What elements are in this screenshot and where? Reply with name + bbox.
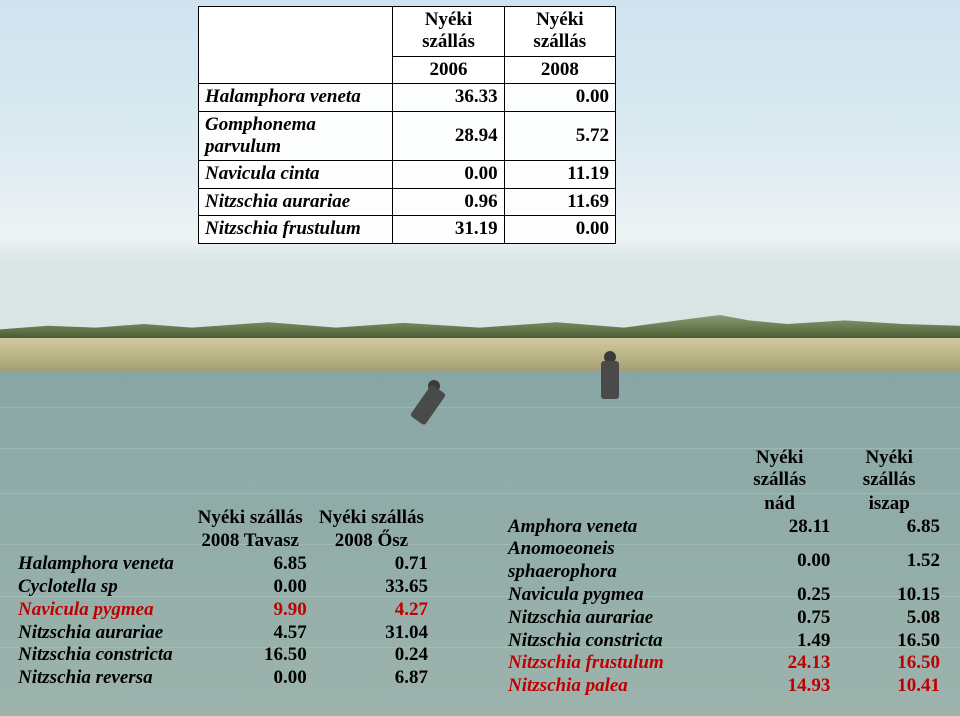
top-h2a: Nyéki szállás <box>504 7 615 57</box>
table-row: Nitzschia palea14.9310.41 <box>504 675 944 698</box>
value-c1: 1.49 <box>725 630 835 653</box>
table-row: Nitzschia frustulum24.1316.50 <box>504 652 944 675</box>
species-name: Nitzschia frustulum <box>504 652 725 675</box>
value-c1: 6.85 <box>190 553 311 576</box>
value-c1: 14.93 <box>725 675 835 698</box>
table-row: Nitzschia aurariae0.9611.69 <box>199 188 616 215</box>
table-row: Halamphora veneta36.330.00 <box>199 84 616 111</box>
species-name: Nitzschia aurariae <box>199 188 393 215</box>
value-c1: 0.25 <box>725 584 835 607</box>
value-c2: 10.41 <box>834 675 944 698</box>
table-row: Gomphonema parvulum28.945.72 <box>199 111 616 161</box>
species-name: Cyclotella sp <box>14 576 190 599</box>
value-c2: 10.15 <box>834 584 944 607</box>
value-c2: 33.65 <box>311 576 432 599</box>
species-name: Halamphora veneta <box>199 84 393 111</box>
value-c1: 24.13 <box>725 652 835 675</box>
value-c1: 0.00 <box>190 576 311 599</box>
br-h2a: Nyéki szállás <box>834 446 944 492</box>
br-h2b: iszap <box>834 492 944 516</box>
table-row: Nitzschia constricta1.4916.50 <box>504 630 944 653</box>
value-c2: 5.08 <box>834 607 944 630</box>
table-row: Nitzschia frustulum31.190.00 <box>199 216 616 243</box>
table-row: Cyclotella sp0.0033.65 <box>14 576 432 599</box>
bl-h2b: 2008 Ősz <box>311 529 432 553</box>
value-c1: 0.96 <box>393 188 504 215</box>
species-name: Nitzschia frustulum <box>199 216 393 243</box>
bl-h1a: Nyéki szállás <box>190 506 311 530</box>
top-body: Halamphora veneta36.330.00Gomphonema par… <box>199 84 616 243</box>
value-c2: 5.72 <box>504 111 615 161</box>
table-row: Halamphora veneta6.850.71 <box>14 553 432 576</box>
bl-h1b: 2008 Tavasz <box>190 529 311 553</box>
table-row: Nitzschia constricta16.500.24 <box>14 644 432 667</box>
value-c2: 1.52 <box>834 538 944 584</box>
top-h1a: Nyéki szállás <box>393 7 504 57</box>
table-row: Nitzschia aurariae0.755.08 <box>504 607 944 630</box>
value-c2: 11.69 <box>504 188 615 215</box>
table-row: Amphora veneta28.116.85 <box>504 516 944 539</box>
value-c2: 6.87 <box>311 667 432 690</box>
species-name: Navicula pygmea <box>14 599 190 622</box>
bottom-left-table: Nyéki szállás Nyéki szállás 2008 Tavasz … <box>14 506 432 690</box>
value-c2: 31.04 <box>311 622 432 645</box>
br-h1b: nád <box>725 492 835 516</box>
top-h2b: 2008 <box>504 56 615 83</box>
table-row: Navicula pygmea0.2510.15 <box>504 584 944 607</box>
species-name: Anomoeoneis sphaerophora <box>504 538 725 584</box>
value-c1: 31.19 <box>393 216 504 243</box>
value-c1: 0.00 <box>725 538 835 584</box>
species-name: Gomphonema parvulum <box>199 111 393 161</box>
value-c2: 4.27 <box>311 599 432 622</box>
species-name: Nitzschia constricta <box>14 644 190 667</box>
value-c2: 0.71 <box>311 553 432 576</box>
species-name: Nitzschia palea <box>504 675 725 698</box>
species-name: Nitzschia aurariae <box>14 622 190 645</box>
top-table: Nyéki szállás Nyéki szállás 2006 2008 Ha… <box>198 6 616 244</box>
value-c1: 28.94 <box>393 111 504 161</box>
value-c1: 0.75 <box>725 607 835 630</box>
value-c1: 36.33 <box>393 84 504 111</box>
table-row: Navicula cinta0.0011.19 <box>199 161 616 188</box>
top-h1b: 2006 <box>393 56 504 83</box>
value-c1: 0.00 <box>190 667 311 690</box>
species-name: Nitzschia aurariae <box>504 607 725 630</box>
species-name: Halamphora veneta <box>14 553 190 576</box>
species-name: Nitzschia constricta <box>504 630 725 653</box>
table-row: Nitzschia reversa0.006.87 <box>14 667 432 690</box>
value-c2: 0.00 <box>504 84 615 111</box>
br-h1a: Nyéki szállás <box>725 446 835 492</box>
table-row: Nitzschia aurariae4.5731.04 <box>14 622 432 645</box>
value-c2: 6.85 <box>834 516 944 539</box>
value-c2: 0.24 <box>311 644 432 667</box>
table-row: Anomoeoneis sphaerophora0.001.52 <box>504 538 944 584</box>
value-c1: 16.50 <box>190 644 311 667</box>
bl-h2a: Nyéki szállás <box>311 506 432 530</box>
value-c2: 16.50 <box>834 630 944 653</box>
value-c2: 0.00 <box>504 216 615 243</box>
species-name: Nitzschia reversa <box>14 667 190 690</box>
species-name: Navicula pygmea <box>504 584 725 607</box>
bottom-right-table: Nyéki szállás Nyéki szállás nád iszap Am… <box>504 446 944 698</box>
species-name: Navicula cinta <box>199 161 393 188</box>
value-c1: 4.57 <box>190 622 311 645</box>
value-c1: 0.00 <box>393 161 504 188</box>
bl-body: Halamphora veneta6.850.71Cyclotella sp0.… <box>14 553 432 690</box>
table-row: Navicula pygmea9.904.27 <box>14 599 432 622</box>
species-name: Amphora veneta <box>504 516 725 539</box>
br-body: Amphora veneta28.116.85Anomoeoneis sphae… <box>504 516 944 698</box>
value-c2: 16.50 <box>834 652 944 675</box>
value-c1: 9.90 <box>190 599 311 622</box>
value-c1: 28.11 <box>725 516 835 539</box>
value-c2: 11.19 <box>504 161 615 188</box>
